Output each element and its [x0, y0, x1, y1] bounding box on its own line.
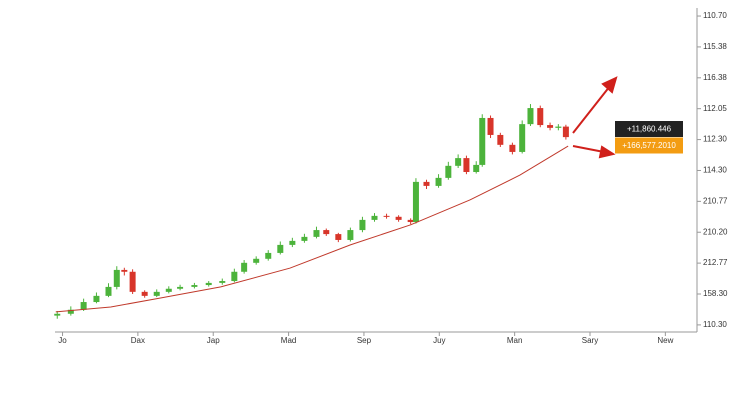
candle-body	[335, 234, 342, 240]
candle-body	[141, 291, 148, 296]
candle-body	[445, 165, 452, 178]
x-tick-label: Mad	[281, 336, 297, 345]
candle-body	[54, 313, 61, 316]
candle-body	[313, 230, 320, 237]
candle-body	[359, 219, 366, 231]
candle-body	[537, 108, 544, 126]
candle-body	[80, 302, 87, 310]
candle-body	[301, 236, 308, 241]
annotation: +11,860.446	[627, 125, 672, 134]
y-tick-label: 110.70	[703, 11, 727, 20]
candle-body	[455, 158, 462, 166]
candle-body	[113, 269, 120, 287]
x-tick-label: Sary	[582, 336, 598, 345]
x-tick-label: Sep	[357, 336, 372, 345]
annotation: +166,577.2010	[622, 141, 676, 150]
candle-body	[241, 262, 248, 272]
candle-body	[509, 144, 516, 152]
candle-body	[289, 240, 296, 245]
candle-body	[463, 158, 470, 173]
candle-body	[562, 126, 569, 138]
candle-body	[347, 230, 354, 240]
y-tick-label: 210.77	[703, 196, 728, 205]
candle-body	[265, 252, 272, 259]
candle-body	[383, 215, 390, 217]
x-tick-label: Jo	[58, 336, 67, 345]
arrows	[572, 76, 618, 159]
x-tick-label: Jap	[207, 336, 220, 345]
candle-body	[555, 126, 562, 128]
x-tick-label: New	[657, 336, 673, 345]
arrow-head	[598, 145, 616, 159]
candle-body	[423, 181, 430, 186]
candle-body	[323, 230, 330, 235]
candle-body	[497, 134, 504, 145]
candle-body	[67, 309, 74, 314]
candle-body	[277, 244, 284, 253]
candle-body	[253, 258, 260, 263]
x-tick-label: Juy	[433, 336, 445, 345]
candle-body	[165, 288, 172, 292]
arrow-right	[572, 145, 605, 153]
arrow-up	[572, 85, 611, 134]
candle-body	[177, 286, 184, 289]
candle-body	[191, 285, 198, 287]
y-tick-label: 158.30	[703, 289, 728, 298]
y-tick-label: 116.38	[703, 73, 727, 82]
candle-body	[219, 281, 226, 283]
arrow-head	[601, 76, 618, 94]
y-tick-label: 110.30	[703, 320, 727, 329]
x-tick-label: Man	[507, 336, 523, 345]
candle-body	[105, 286, 112, 296]
y-tick-label: 114.30	[703, 166, 727, 175]
candle-body	[395, 216, 402, 220]
y-tick-label: 115.38	[703, 42, 727, 51]
candle-body	[435, 177, 442, 186]
candle-body	[487, 117, 494, 135]
candle-body	[93, 295, 100, 303]
candle-body	[519, 124, 526, 152]
annotation-box	[615, 121, 683, 137]
y-tick-label: 112.30	[703, 135, 727, 144]
y-tick-label: 112.05	[703, 104, 727, 113]
candle-body	[479, 117, 486, 165]
annotation-box	[615, 137, 683, 154]
candle-body	[473, 164, 480, 173]
candle-body	[231, 271, 238, 282]
candle-body	[371, 215, 378, 220]
candle-body	[205, 282, 212, 286]
candle-body	[407, 219, 414, 223]
candle-body	[121, 269, 128, 272]
trend-line	[55, 145, 569, 313]
candle-body	[547, 125, 554, 128]
candle-body	[153, 291, 160, 296]
candle-body	[412, 181, 419, 223]
candle-body	[527, 108, 534, 125]
y-tick-label: 210.20	[703, 227, 728, 236]
candle-body	[129, 271, 136, 292]
y-tick-label: 212.77	[703, 258, 728, 267]
x-tick-label: Dax	[131, 336, 145, 345]
